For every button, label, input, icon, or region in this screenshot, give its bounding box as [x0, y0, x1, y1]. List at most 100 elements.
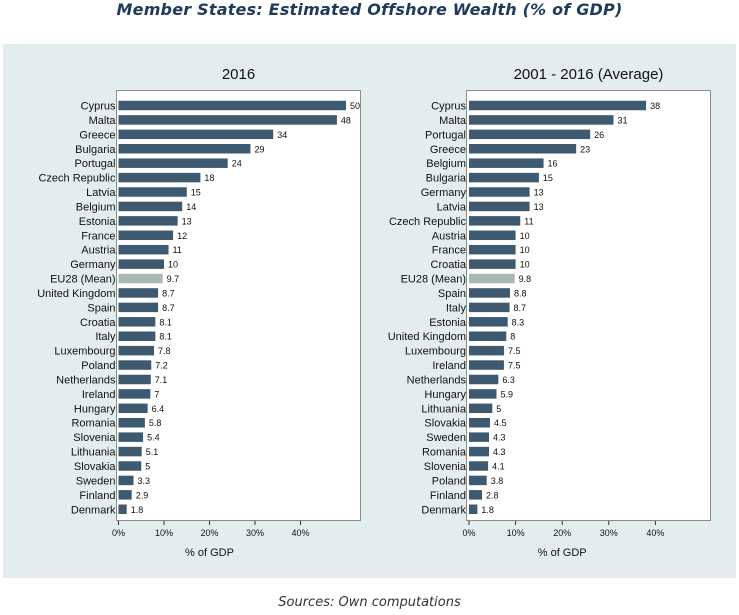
left-value-label: 1.8	[131, 505, 144, 515]
left-x-tick-label: 30%	[246, 528, 264, 538]
left-bar	[118, 187, 187, 197]
left-value-label: 6.4	[152, 404, 165, 414]
right-value-label: 1.8	[481, 505, 494, 515]
left-bar	[118, 317, 156, 327]
left-bar	[118, 461, 142, 471]
right-bar	[469, 331, 507, 341]
right-value-label: 3.8	[491, 476, 504, 486]
right-value-label: 8.3	[512, 317, 525, 327]
left-category-label: France	[81, 230, 115, 242]
left-category-label: Netherlands	[56, 374, 116, 386]
left-x-axis-title: % of GDP	[185, 547, 234, 559]
right-bar	[469, 158, 544, 168]
left-category-label: Czech Republic	[38, 173, 116, 185]
right-value-label: 2.8	[486, 490, 499, 500]
right-category-label: Hungary	[424, 389, 466, 401]
left-x-tick-label: 10%	[155, 528, 173, 538]
left-value-label: 5	[145, 462, 150, 472]
left-bar	[118, 504, 127, 515]
left-category-label: Germany	[70, 259, 116, 271]
right-value-label: 10	[520, 245, 530, 255]
right-value-label: 31	[617, 115, 627, 125]
left-category-label: United Kingdom	[37, 288, 115, 300]
right-value-label: 5.9	[500, 389, 513, 399]
left-category-label: Luxembourg	[54, 346, 115, 358]
right-bar	[469, 273, 515, 284]
left-category-label: Cyprus	[81, 101, 116, 113]
right-category-label: Lithuania	[421, 403, 467, 415]
left-bar	[118, 216, 178, 226]
right-category-label: Cyprus	[431, 101, 466, 113]
left-bar	[118, 172, 201, 183]
left-bar	[118, 230, 174, 241]
right-bar	[469, 389, 497, 399]
left-value-label: 5.4	[147, 433, 160, 443]
right-value-label: 8.7	[514, 303, 527, 313]
right-value-label: 7.5	[508, 361, 521, 371]
left-bar	[118, 302, 159, 313]
left-bar	[118, 432, 144, 442]
right-category-label: Spain	[438, 288, 466, 300]
right-value-label: 38	[650, 101, 660, 111]
left-value-label: 5.8	[149, 418, 162, 428]
right-bar	[469, 504, 478, 515]
left-bar	[118, 389, 151, 399]
right-x-tick-label: 20%	[553, 528, 571, 538]
left-bar	[118, 288, 159, 298]
right-bar	[469, 259, 516, 269]
left-category-label: Finland	[79, 490, 115, 502]
left-value-label: 8.7	[162, 303, 175, 313]
left-bar	[118, 259, 164, 269]
right-bar	[469, 432, 490, 442]
right-value-label: 16	[548, 159, 558, 169]
left-bar	[118, 129, 274, 140]
right-bar	[469, 230, 516, 241]
right-bar	[469, 244, 516, 255]
left-category-label: Romania	[71, 418, 116, 430]
right-bar	[469, 490, 483, 500]
left-x-tick-label: 40%	[291, 528, 309, 538]
right-bar	[469, 144, 577, 154]
right-value-label: 4.3	[493, 447, 506, 457]
right-category-label: Finland	[430, 490, 466, 502]
left-value-label: 15	[191, 188, 201, 198]
right-value-label: 8	[510, 332, 515, 342]
left-category-label: Slovenia	[73, 432, 116, 444]
left-panel-title: 2016	[221, 66, 256, 83]
right-bar	[469, 129, 591, 140]
left-category-label: EU28 (Mean)	[50, 274, 115, 286]
right-category-label: Romania	[422, 447, 467, 459]
right-value-label: 10	[520, 231, 530, 241]
left-category-label: Austria	[81, 245, 116, 257]
left-value-label: 5.1	[146, 447, 159, 457]
left-category-label: Greece	[79, 129, 115, 141]
right-category-label: EU28 (Mean)	[401, 274, 466, 286]
left-category-label: Italy	[95, 331, 116, 343]
left-value-label: 3.3	[138, 476, 151, 486]
right-bar	[469, 345, 504, 356]
left-value-label: 48	[341, 115, 351, 125]
right-bar	[469, 201, 530, 212]
left-category-label: Ireland	[82, 389, 116, 401]
left-category-label: Sweden	[76, 475, 116, 487]
left-value-label: 10	[168, 260, 178, 270]
left-bar	[118, 360, 152, 370]
left-bar	[118, 331, 156, 341]
right-bar	[469, 403, 493, 414]
left-value-label: 7	[154, 389, 159, 399]
left-value-label: 11	[173, 245, 182, 255]
right-panel-title: 2001 - 2016 (Average)	[513, 66, 664, 83]
right-x-tick-label: 0%	[462, 528, 475, 538]
right-category-label: Luxembourg	[405, 346, 466, 358]
right-category-label: Poland	[432, 475, 466, 487]
right-category-label: Germany	[421, 187, 467, 199]
right-value-label: 11	[524, 216, 533, 226]
right-category-label: Latvia	[437, 201, 467, 213]
right-x-tick-label: 40%	[646, 528, 664, 538]
left-bar	[118, 144, 251, 154]
right-category-label: Czech Republic	[389, 216, 467, 228]
left-value-label: 8.7	[162, 288, 175, 298]
right-bar	[469, 475, 487, 486]
left-value-label: 24	[232, 159, 242, 169]
